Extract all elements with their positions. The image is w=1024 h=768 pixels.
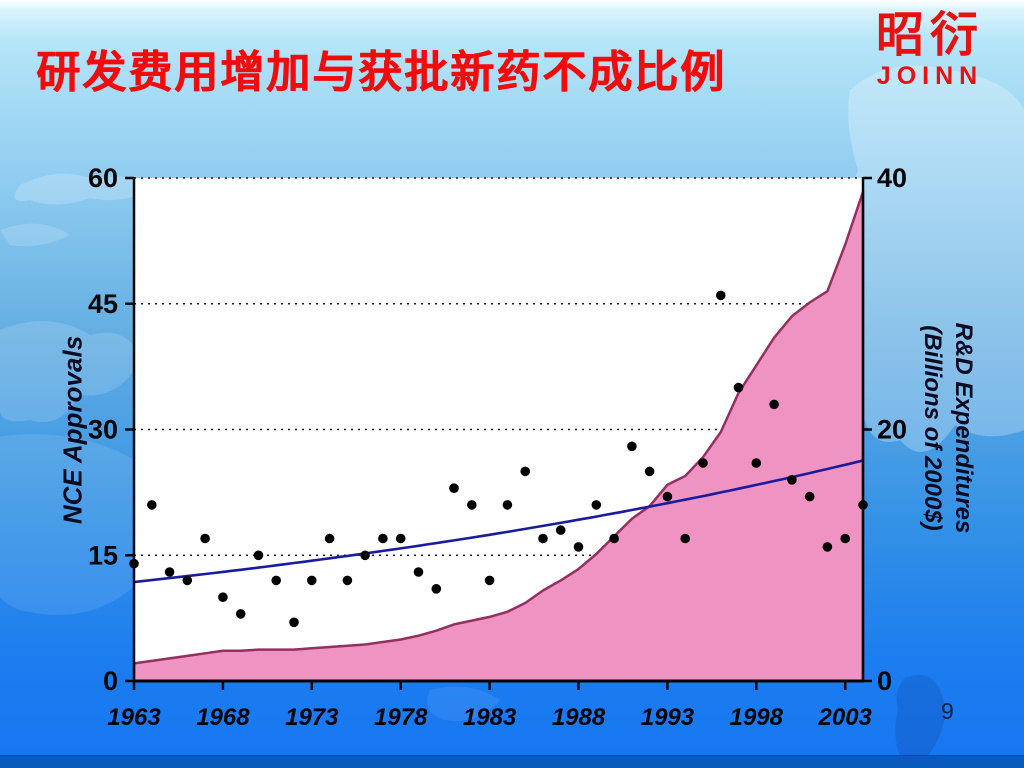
y-left-tick-label: 45 [88,289,118,319]
scatter-point [627,441,637,452]
scatter-point [449,483,459,494]
page-number: 9 [941,698,954,724]
x-tick-label: 1963 [107,704,161,731]
scatter-point [307,575,317,586]
x-tick-label: 1968 [196,704,250,731]
scatter-point [804,491,815,502]
scatter-point [484,575,495,586]
scatter-point [164,567,175,577]
y-left-tick-label: 0 [103,666,118,696]
scatter-point [235,609,246,619]
rd-expenditures-area [132,190,865,683]
y-left-tick-label: 30 [88,415,118,445]
y-right-tick-label: 40 [877,163,907,193]
scatter-point [698,458,708,468]
logo-latin-text: JOINN [876,62,984,91]
scatter-point [555,525,566,535]
right-axis-title-line1: R&D Expenditures [950,322,978,534]
scatter-point [182,575,193,586]
scatter-point [573,542,584,552]
scatter-point [538,533,548,544]
scatter-point [378,533,388,544]
x-tick-label: 1988 [552,704,606,731]
x-tick-label: 2003 [818,704,873,731]
scatter-point [644,466,655,477]
y-left-tick-label: 15 [88,540,118,570]
scatter-point [467,500,477,510]
slide-title: 研发费用增加与获批新药不成比例 [36,48,726,97]
scatter-point [324,533,335,544]
x-tick-label: 1993 [641,704,695,731]
scatter-point [840,533,850,544]
scatter-point [289,617,299,628]
scatter-point [200,533,210,544]
scatter-point [662,491,673,502]
x-tick-label: 1973 [285,704,339,731]
x-tick-label: 1978 [374,704,428,731]
scatter-point [680,533,690,544]
x-tick-label: 1998 [730,704,784,731]
scatter-point [360,550,370,561]
footer-strip [0,755,1024,768]
y-right-tick-label: 20 [877,415,907,445]
scatter-point [787,475,797,485]
scatter-point [822,542,833,552]
scatter-point [413,567,424,577]
y-right-tick-label: 0 [877,666,892,696]
right-axis-title-line2: (Billions of 2000$) [919,325,946,531]
scatter-point [271,575,282,586]
y-left-tick-label: 60 [88,163,118,193]
scatter-point [147,500,157,510]
left-axis-title: NCE Approvals [57,335,88,525]
scatter-point [716,290,726,301]
trend-line [133,459,864,584]
scatter-point [253,550,264,561]
joinn-logo: 昭衍 JOINN [852,10,1008,91]
scatter-point [751,458,762,468]
scatter-point [342,575,353,586]
scatter-point [733,382,744,393]
x-tick-label: 1983 [463,704,517,731]
scatter-point [431,584,442,594]
scatter-point [520,466,530,477]
scatter-point [591,500,602,510]
scatter-point [609,533,619,544]
right-axis-title: R&D Expenditures (Billions of 2000$) [917,323,979,534]
scatter-point [502,500,513,510]
scatter-point [218,592,228,602]
logo-cjk-text: 昭衍 [875,7,984,63]
scatter-point [395,533,406,544]
scatter-point [769,399,779,410]
